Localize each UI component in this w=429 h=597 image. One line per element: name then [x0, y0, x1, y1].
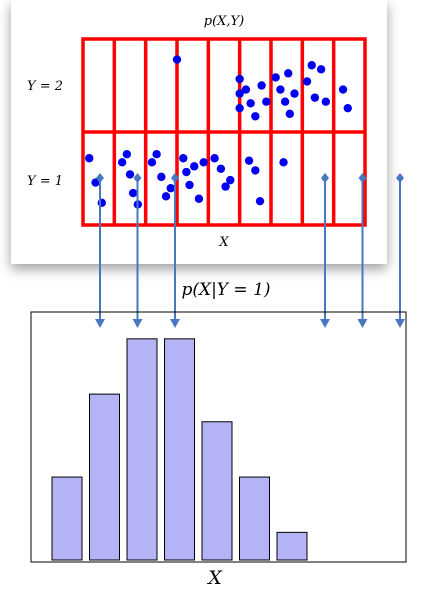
- joint-point-y1: [97, 198, 107, 207]
- joint-point-y2: [316, 65, 326, 74]
- joint-point-y2: [280, 97, 290, 106]
- joint-point-y1: [221, 182, 230, 191]
- joint-point-y1: [147, 158, 157, 167]
- joint-point-y1: [182, 167, 191, 177]
- joint-point-y1: [226, 175, 235, 185]
- joint-point-y1: [152, 150, 161, 159]
- joint-point-y1: [210, 154, 219, 163]
- joint-distribution-panel: p(X,Y) Y = 2 Y = 1 X: [11, 0, 387, 264]
- joint-point-y1: [128, 188, 138, 198]
- joint-point-y2: [321, 97, 331, 106]
- joint-point-y1: [251, 166, 260, 175]
- mapping-arrow-start: [96, 173, 104, 183]
- joint-point-y2: [276, 85, 285, 94]
- conditional-distribution-panel: p(X|Y = 1) X: [30, 280, 407, 589]
- joint-point-y2: [290, 89, 299, 98]
- joint-point-y1: [216, 164, 226, 173]
- joint-point-y2: [241, 85, 251, 94]
- joint-point-y2: [262, 97, 271, 106]
- joint-point-y2: [246, 99, 255, 108]
- mapping-arrow-head: [320, 319, 330, 328]
- joint-point-y1: [166, 184, 175, 193]
- mapping-arrow-start: [133, 173, 142, 183]
- joint-point-y2: [251, 112, 260, 121]
- joint-point-y2: [285, 109, 294, 119]
- joint-point-y1: [194, 194, 204, 203]
- joint-point-y1: [244, 156, 254, 165]
- histogram-bar: [164, 338, 195, 561]
- joint-points: [85, 55, 352, 209]
- histogram-bars: [51, 338, 308, 561]
- mapping-arrow-head: [357, 319, 368, 328]
- joint-point-y2: [310, 93, 320, 102]
- joint-point-y1: [185, 180, 194, 190]
- mapping-arrow-start: [321, 173, 329, 183]
- mapping-arrow-head: [95, 319, 105, 328]
- joint-x-label: X: [218, 235, 229, 250]
- joint-point-y2: [307, 61, 316, 70]
- joint-point-y2: [235, 74, 244, 84]
- mapping-arrow-head: [395, 319, 405, 328]
- histogram-bar: [239, 476, 270, 561]
- joint-point-y1: [255, 196, 265, 206]
- joint-point-y2: [302, 77, 312, 86]
- joint-point-y2: [235, 89, 244, 98]
- joint-point-y1: [199, 158, 208, 167]
- mapping-arrows: [95, 173, 405, 328]
- joint-point-y1: [91, 178, 100, 187]
- joint-point-y1: [122, 150, 132, 159]
- joint-title: p(X,Y): [204, 14, 244, 29]
- joint-point-y1: [190, 162, 199, 171]
- conditional-title: p(X|Y = 1): [181, 280, 270, 300]
- joint-point-y2: [235, 103, 244, 113]
- histogram-bar: [51, 476, 83, 561]
- mapping-arrow-start: [171, 173, 179, 183]
- joint-point-y2: [257, 81, 266, 90]
- joint-point-y2: [271, 73, 280, 82]
- row-label-y2: Y = 2: [27, 79, 63, 94]
- mapping-arrow-start: [396, 173, 404, 183]
- mapping-arrow-start: [358, 173, 367, 183]
- joint-point-y1: [279, 158, 288, 167]
- joint-point-y1: [161, 192, 171, 201]
- joint-grid: [81, 37, 367, 227]
- mapping-arrow-head: [170, 319, 180, 328]
- joint-point-y1: [157, 172, 166, 182]
- joint-point-y1: [179, 154, 188, 163]
- joint-point-y2: [338, 85, 348, 94]
- joint-point-y2: [284, 69, 293, 78]
- joint-point-y1: [117, 158, 127, 167]
- conditional-x-label: X: [206, 567, 223, 589]
- joint-point-y2: [172, 55, 182, 64]
- row-label-y1: Y = 1: [27, 174, 63, 189]
- joint-point-y1: [85, 154, 94, 163]
- histogram-bar: [89, 393, 120, 561]
- histogram-bar: [126, 338, 158, 561]
- joint-point-y2: [343, 103, 352, 113]
- histogram-frame: [30, 311, 407, 563]
- joint-point-y1: [125, 170, 135, 179]
- histogram-bar: [276, 531, 308, 561]
- mapping-arrow-head: [132, 319, 143, 328]
- histogram-bar: [201, 421, 233, 561]
